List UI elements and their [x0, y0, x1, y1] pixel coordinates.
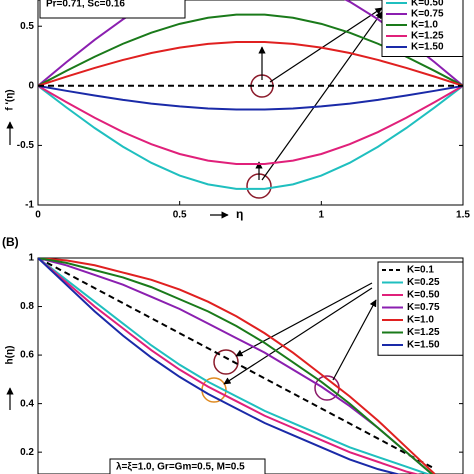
legend-label: K=1.0	[411, 20, 438, 31]
series-line	[38, 258, 401, 474]
x-tick-label: 0	[35, 210, 41, 221]
series-line	[38, 258, 434, 474]
legend-label: K=0.75	[407, 302, 440, 313]
annotation: Pr=0.71, Sc=0.16	[46, 0, 125, 10]
series-line	[38, 84, 463, 165]
panel: 0.2 0.4 0.6 0.8 1 K=0.1K=0.25 K=0.50K=0.75 K=1.…	[2, 235, 464, 474]
series-line	[38, 258, 434, 474]
legend-box	[381, 0, 464, 57]
legend-label: K=0.1	[407, 265, 434, 276]
y-tick-label: 0.2	[20, 447, 34, 458]
annotation-box	[109, 458, 266, 474]
legend-label: K=0.25	[407, 277, 440, 288]
arrow	[235, 282, 373, 357]
x-axis-label: η	[236, 207, 243, 221]
series-line	[38, 40, 463, 87]
legend-label: K=0.50	[411, 0, 444, 9]
legend-box	[377, 261, 464, 356]
panel: -1 -0.5 0 0.5 0 0.5 1 1.5 K=0.50K=0.75K=1.0K=1.2…	[5, 0, 470, 221]
arrow	[269, 7, 383, 83]
y-tick-label: 0	[28, 80, 34, 91]
annotations-top	[6, 7, 383, 219]
y-axis-label: h(η)	[5, 346, 16, 365]
legend-label: K=0.50	[407, 290, 440, 301]
arrow	[332, 299, 377, 381]
highlight-circle	[213, 349, 239, 375]
legend-label: K=1.0	[407, 315, 434, 326]
arrow	[261, 11, 383, 181]
y-tick-label: -0.5	[17, 140, 35, 151]
series-line	[38, 258, 436, 470]
annotation-box	[39, 0, 186, 19]
x-tick-label: 0.5	[173, 210, 187, 221]
series-line	[38, 85, 463, 190]
legend-label: K=1.50	[407, 340, 440, 351]
legend-label: K=1.50	[411, 42, 444, 53]
y-tick-label: 0.4	[20, 398, 34, 409]
y-tick-label: 0.5	[20, 21, 34, 32]
series-line	[38, 258, 436, 474]
arrow	[223, 287, 373, 385]
y-tick-label: 0.6	[20, 350, 34, 361]
panel-label: (B)	[2, 235, 19, 249]
series-line	[38, 258, 431, 474]
y-tick-label: 0.8	[20, 301, 34, 312]
series-group	[38, 258, 436, 474]
plot-frame	[37, 257, 464, 474]
y-axis-label: f '(η)	[5, 89, 16, 110]
legend-label: K=0.75	[411, 9, 444, 20]
annotation: λ=ξ=1.0, Gr=Gm=0.5, M=0.5	[116, 462, 245, 473]
x-tick-label: 1	[319, 210, 325, 221]
annotations-bottom	[6, 282, 377, 410]
plot-frame	[37, 0, 464, 206]
y-tick-label: -1	[25, 200, 34, 211]
legend-label: K=1.25	[407, 327, 440, 338]
series-line	[38, 258, 420, 474]
y-tick-label: 1	[28, 253, 34, 264]
legend-label: K=1.25	[411, 31, 444, 42]
series-line	[38, 84, 463, 111]
x-tick-label: 1.5	[456, 210, 470, 221]
